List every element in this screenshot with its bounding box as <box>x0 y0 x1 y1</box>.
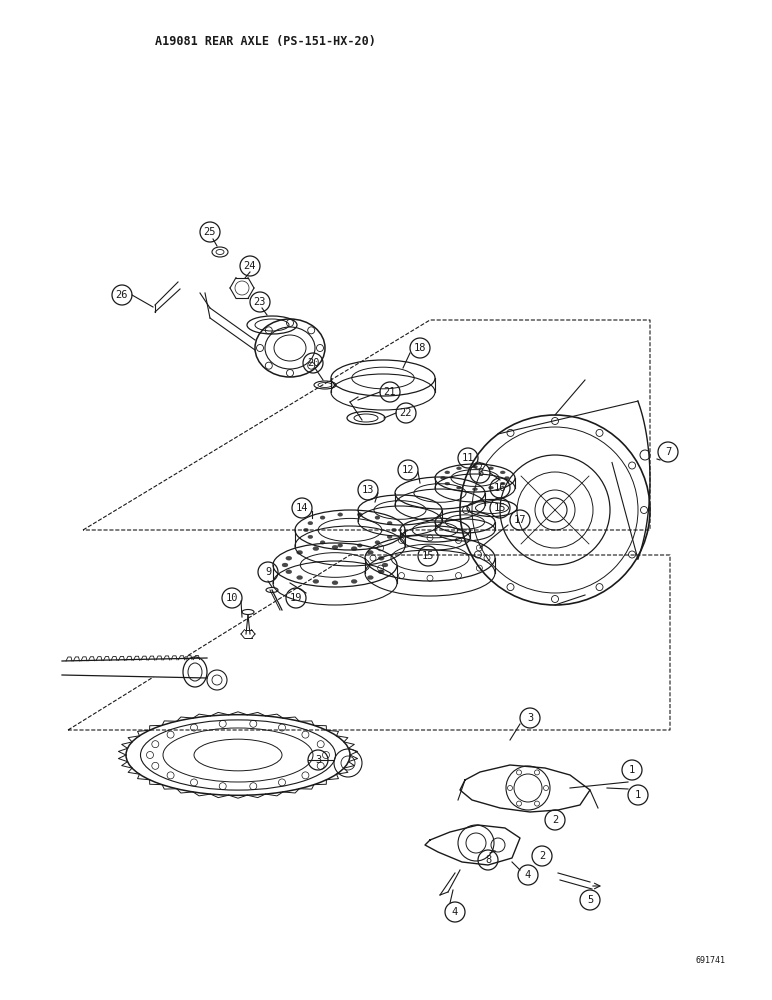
Ellipse shape <box>351 579 357 583</box>
Ellipse shape <box>357 513 362 516</box>
Ellipse shape <box>472 488 478 491</box>
Ellipse shape <box>320 516 325 519</box>
Ellipse shape <box>375 516 380 519</box>
Text: 1: 1 <box>635 790 641 800</box>
Text: 15: 15 <box>422 551 434 561</box>
Ellipse shape <box>387 535 392 539</box>
Text: 4: 4 <box>525 870 531 880</box>
Text: 25: 25 <box>204 227 216 237</box>
Text: 10: 10 <box>225 593 239 603</box>
Ellipse shape <box>456 467 462 470</box>
Text: 6: 6 <box>477 468 483 478</box>
Ellipse shape <box>286 556 292 560</box>
Ellipse shape <box>489 467 493 470</box>
Text: 14: 14 <box>296 503 308 513</box>
Text: 22: 22 <box>400 408 412 418</box>
Text: 1: 1 <box>629 765 635 775</box>
Ellipse shape <box>378 556 384 560</box>
Ellipse shape <box>320 541 325 544</box>
Text: 8: 8 <box>485 855 491 865</box>
Ellipse shape <box>296 550 303 554</box>
Ellipse shape <box>351 547 357 551</box>
Text: 11: 11 <box>462 453 474 463</box>
Ellipse shape <box>378 570 384 574</box>
Ellipse shape <box>500 482 505 485</box>
Text: A19081 REAR AXLE (PS-151-HX-20): A19081 REAR AXLE (PS-151-HX-20) <box>155 35 376 48</box>
Text: 2: 2 <box>539 851 545 861</box>
Ellipse shape <box>357 544 362 547</box>
Text: 12: 12 <box>401 465 415 475</box>
Polygon shape <box>62 658 207 678</box>
Ellipse shape <box>308 521 313 525</box>
Ellipse shape <box>286 570 292 574</box>
Polygon shape <box>425 825 520 865</box>
Ellipse shape <box>303 528 309 532</box>
Text: 17: 17 <box>513 515 527 525</box>
Text: 15: 15 <box>494 503 506 513</box>
Ellipse shape <box>391 528 397 532</box>
Text: 16: 16 <box>494 483 506 493</box>
Text: 4: 4 <box>452 907 458 917</box>
Ellipse shape <box>296 576 303 580</box>
Ellipse shape <box>382 563 388 567</box>
Text: 19: 19 <box>290 593 303 603</box>
Ellipse shape <box>441 477 445 480</box>
Ellipse shape <box>332 581 338 585</box>
Ellipse shape <box>445 482 450 485</box>
Ellipse shape <box>375 541 380 544</box>
Text: 21: 21 <box>384 387 396 397</box>
Ellipse shape <box>282 563 288 567</box>
Text: 2: 2 <box>552 815 558 825</box>
Text: 3: 3 <box>315 755 321 765</box>
Ellipse shape <box>500 471 505 474</box>
Ellipse shape <box>332 545 338 549</box>
Ellipse shape <box>456 486 462 489</box>
Ellipse shape <box>472 465 478 468</box>
Text: 24: 24 <box>244 261 256 271</box>
Polygon shape <box>460 765 590 812</box>
Text: 7: 7 <box>665 447 671 457</box>
Text: 26: 26 <box>116 290 128 300</box>
Ellipse shape <box>387 521 392 525</box>
Ellipse shape <box>367 576 374 580</box>
Text: 23: 23 <box>254 297 266 307</box>
Ellipse shape <box>489 486 493 489</box>
Text: 9: 9 <box>265 567 271 577</box>
Text: 20: 20 <box>306 358 320 368</box>
Ellipse shape <box>337 544 343 547</box>
Text: 13: 13 <box>362 485 374 495</box>
Text: 691741: 691741 <box>695 956 725 965</box>
Ellipse shape <box>504 477 510 480</box>
Ellipse shape <box>308 535 313 539</box>
Ellipse shape <box>337 513 343 516</box>
Text: 5: 5 <box>587 895 593 905</box>
Ellipse shape <box>445 471 450 474</box>
Ellipse shape <box>367 550 374 554</box>
Ellipse shape <box>313 579 319 583</box>
Text: 18: 18 <box>414 343 426 353</box>
Text: 3: 3 <box>527 713 533 723</box>
Ellipse shape <box>313 547 319 551</box>
